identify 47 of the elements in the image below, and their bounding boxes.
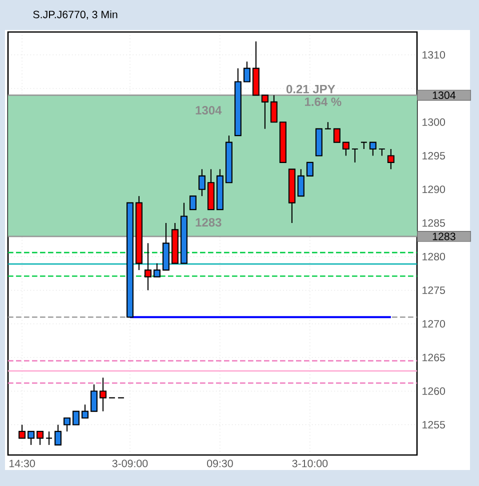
candlestick: [100, 377, 107, 412]
y-tick-label: 1290: [422, 186, 446, 194]
chart-title: S.JP.J6770, 3 Min: [33, 10, 118, 20]
candlestick: [351, 148, 358, 163]
candlestick: [297, 168, 304, 197]
y-tick-label: 1310: [422, 51, 446, 59]
y-tick-label: 1275: [422, 286, 445, 294]
annotation: 1304: [196, 106, 222, 114]
candlestick: [306, 162, 314, 176]
annotation: 1283: [196, 218, 222, 227]
annotation: 1.64 %: [305, 98, 342, 106]
candlestick: [82, 404, 89, 419]
ref-line-label: 1304: [432, 91, 456, 99]
candlestick: [270, 94, 278, 123]
x-tick-label: 14:30: [10, 460, 35, 468]
candlestick: [46, 430, 53, 446]
candlestick: [18, 424, 26, 439]
candlestick: [153, 262, 160, 278]
candlestick: [189, 196, 196, 210]
x-tick-label: 3-09:00: [112, 460, 148, 468]
candlestick: [72, 410, 80, 426]
y-tick-label: 1280: [422, 252, 446, 260]
candlestick: [243, 61, 250, 82]
candlestick: [28, 430, 35, 446]
y-tick-label: 1265: [422, 354, 445, 362]
y-tick-label: 1295: [422, 152, 445, 160]
candlestick: [333, 128, 340, 143]
candlestick: [54, 424, 62, 446]
candlestick: [261, 94, 268, 130]
candlestick: [144, 242, 152, 291]
candlestick: [387, 148, 394, 170]
ref-line-label: 1283: [432, 232, 456, 240]
candlestick: [36, 430, 44, 446]
annotation: 0.21 JPY: [286, 84, 336, 94]
candlestick: [90, 384, 98, 412]
candlestick: [198, 168, 206, 197]
y-tick-label: 1255: [422, 420, 445, 429]
candlestick: [342, 142, 350, 156]
x-tick-label: 09:30: [207, 460, 233, 468]
y-tick-label: 1270: [422, 320, 446, 328]
y-tick-label: 1300: [422, 118, 446, 126]
candlestick: [64, 417, 71, 432]
candlestick: [369, 142, 376, 156]
y-tick-label: 1285: [422, 219, 445, 227]
y-tick-label: 1260: [422, 387, 446, 395]
x-tick-label: 3-10:00: [292, 460, 328, 468]
candlestick: [324, 122, 332, 130]
